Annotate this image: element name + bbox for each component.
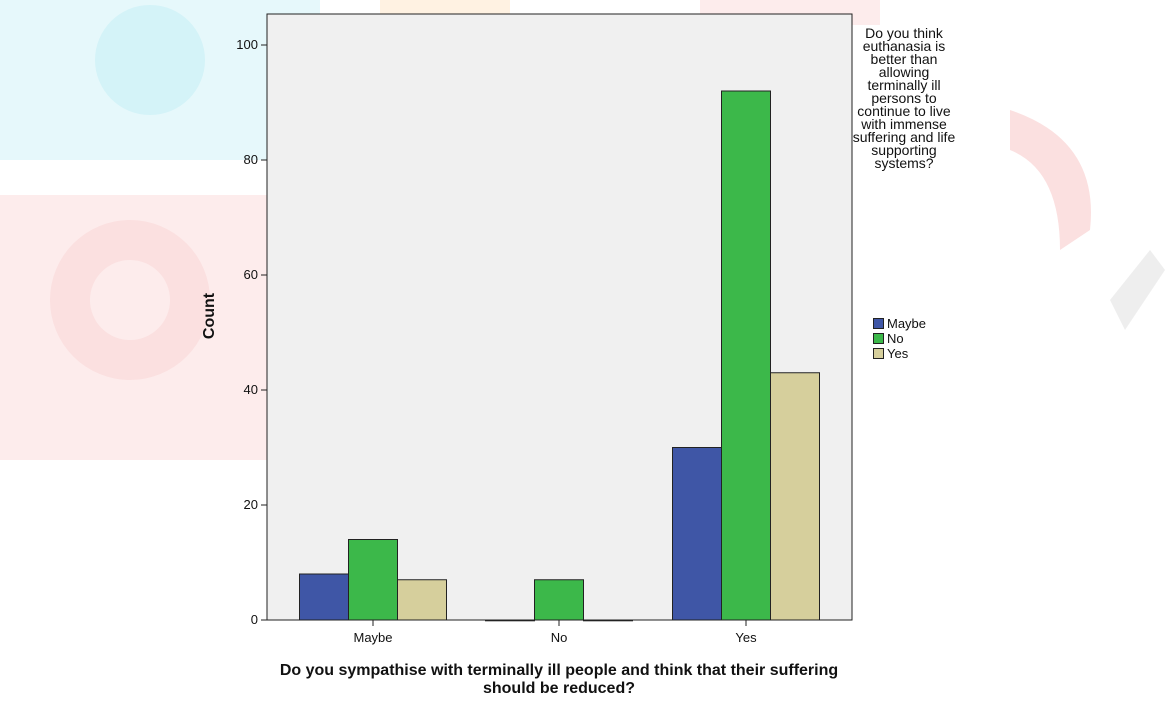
bar-no-yes [583,619,633,622]
legend-label: No [887,331,904,346]
bar-yes-no [721,90,771,621]
y-tick-label: 100 [236,37,258,52]
x-axis: Maybe No Yes [353,620,757,645]
x-tick-label: Maybe [353,630,392,645]
bar-yes-yes [770,372,820,621]
bar-maybe-no [348,539,398,621]
legend-item-no: No [873,331,926,346]
watermark-grey-shape [1110,250,1165,330]
legend-swatch [873,333,884,344]
y-tick-label: 40 [244,382,258,397]
watermark-gear-hole-icon [90,260,170,340]
bar-yes-maybe [672,447,722,621]
x-tick-label: No [551,630,568,645]
legend-label: Maybe [887,316,927,331]
legend: Maybe No Yes [873,316,926,361]
y-tick-label: 20 [244,497,258,512]
bar-maybe-maybe [299,573,349,621]
x-axis-label: Do you sympathise with terminally ill pe… [279,662,839,697]
y-tick-label: 0 [251,612,258,627]
legend-title: Do you think euthanasia is better than a… [852,25,956,171]
y-tick-label: 80 [244,152,258,167]
legend-swatch [873,318,884,329]
legend-item-maybe: Maybe [873,316,926,331]
legend-label: Yes [887,346,909,361]
bar-no-no [534,579,584,621]
watermark-arc-shape [1010,110,1091,250]
bar-no-maybe [485,619,535,622]
bars [299,90,820,622]
y-axis: 0 20 40 60 80 100 [236,37,267,627]
legend-swatch [873,348,884,359]
x-tick-label: Yes [735,630,757,645]
y-axis-label: Count [201,292,218,340]
legend-item-yes: Yes [873,346,926,361]
watermark-circuit-icon [95,5,205,115]
bar-maybe-yes [397,579,447,621]
y-tick-label: 60 [244,267,258,282]
